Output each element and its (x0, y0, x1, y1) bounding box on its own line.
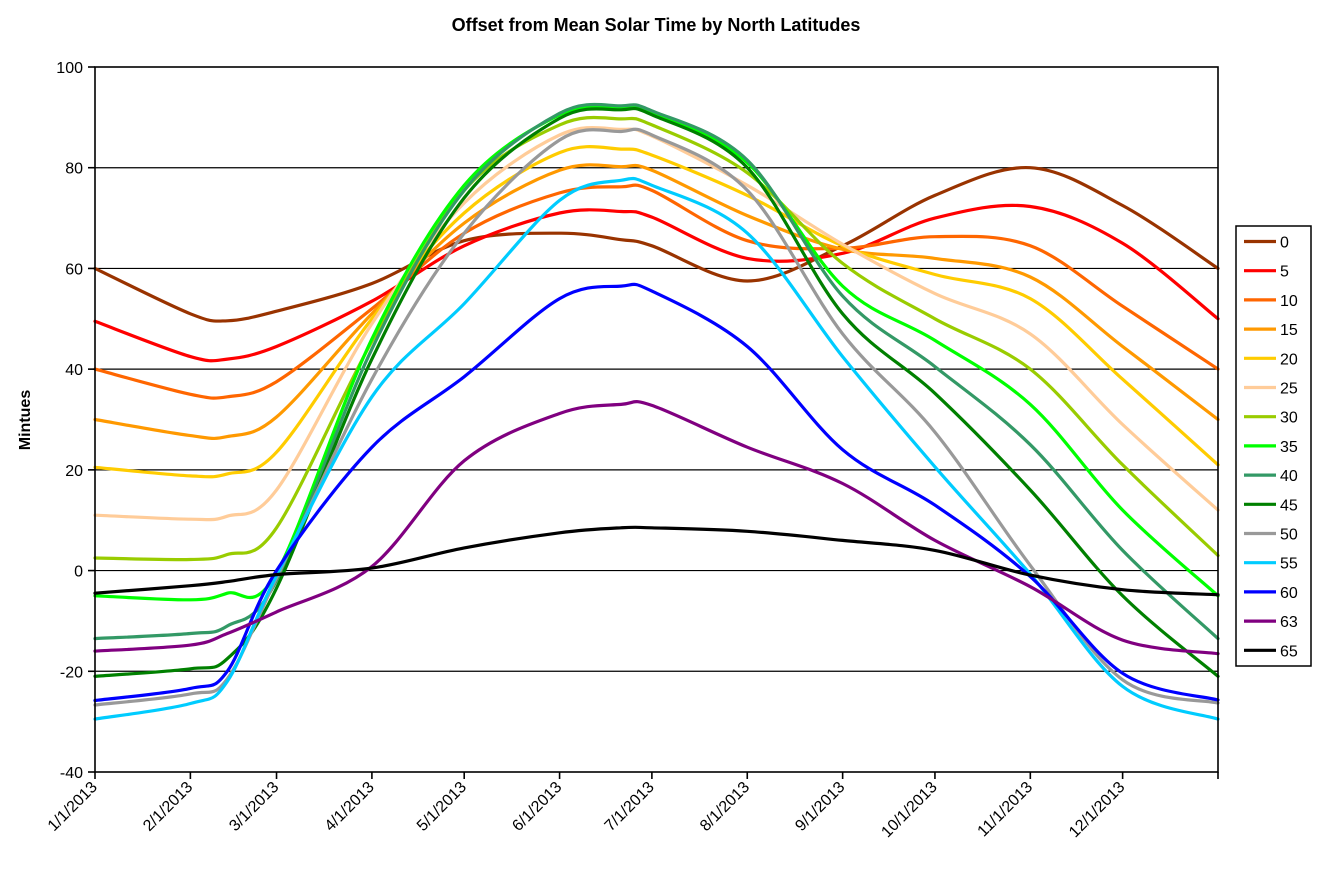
chart-title: Offset from Mean Solar Time by North Lat… (452, 15, 861, 35)
x-tick-label: 1/1/2013 (45, 779, 101, 835)
x-tick-label: 12/1/2013 (1066, 779, 1128, 841)
x-tick-label: 4/1/2013 (322, 779, 378, 835)
legend-label: 60 (1280, 585, 1298, 602)
x-axis-ticks: 1/1/2013 2/1/2013 3/1/2013 4/1/2013 5/1/2013… (45, 772, 1219, 841)
legend-label: 10 (1280, 293, 1298, 310)
legend-item: 35 (1244, 439, 1298, 456)
series-line-lat-63 (93, 400, 1220, 656)
y-tick-label: 60 (65, 261, 83, 278)
legend-item: 10 (1244, 293, 1298, 310)
y-axis-title: Mintues (17, 390, 34, 451)
legend-label: 20 (1280, 351, 1298, 368)
x-tick-label: 7/1/2013 (602, 779, 658, 835)
series-line-lat-25 (93, 125, 1220, 522)
legend-label: 40 (1280, 468, 1298, 485)
legend-item: 63 (1244, 614, 1298, 631)
series-line-lat-10 (93, 183, 1220, 400)
series-line-lat-30 (93, 115, 1220, 562)
series-line-lat-60 (93, 282, 1220, 703)
legend-item: 0 (1244, 235, 1289, 252)
series-line-lat-65 (93, 525, 1220, 597)
x-tick-label: 5/1/2013 (414, 779, 470, 835)
legend-label: 15 (1280, 322, 1298, 339)
series-lines (93, 102, 1220, 721)
x-tick-label: 11/1/2013 (975, 779, 1037, 841)
legend-item: 45 (1244, 497, 1298, 514)
series-line-lat-15 (93, 163, 1220, 441)
legend-item: 20 (1244, 351, 1298, 368)
series-line-lat-5 (93, 203, 1220, 363)
legend-item: 25 (1244, 381, 1298, 398)
series-line-lat-45 (93, 106, 1220, 678)
x-tick-label: 9/1/2013 (792, 779, 848, 835)
y-axis-ticks: 100 80 60 40 20 0 -20 -40 (56, 60, 95, 782)
y-tick-label: 20 (65, 463, 83, 480)
series-line-lat-55 (93, 176, 1220, 721)
y-tick-label: -40 (60, 765, 83, 782)
x-tick-label: 8/1/2013 (697, 779, 753, 835)
y-tick-label: -20 (60, 664, 83, 681)
y-tick-label: 80 (65, 161, 83, 178)
legend-label: 63 (1280, 614, 1298, 631)
series-line-lat-20 (93, 145, 1220, 479)
y-tick-label: 100 (56, 60, 83, 77)
legend-label: 55 (1280, 556, 1298, 573)
series-line-lat-0 (93, 166, 1220, 323)
legend: 0 5 10 15 20 25 30 35 40 45 50 55 60 63 65 (1235, 225, 1312, 667)
legend-item: 55 (1244, 556, 1298, 573)
legend-item: 50 (1244, 527, 1298, 544)
x-tick-label: 6/1/2013 (509, 779, 565, 835)
legend-label: 45 (1280, 497, 1298, 514)
legend-label: 50 (1280, 527, 1298, 544)
legend-item: 30 (1244, 410, 1298, 427)
legend-label: 0 (1280, 235, 1289, 252)
y-tick-label: 40 (65, 362, 83, 379)
legend-label: 35 (1280, 439, 1298, 456)
x-tick-label: 3/1/2013 (226, 779, 282, 835)
legend-label: 25 (1280, 381, 1298, 398)
legend-item: 5 (1244, 264, 1289, 281)
legend-item: 65 (1244, 643, 1298, 660)
x-tick-label: 2/1/2013 (140, 779, 196, 835)
legend-item: 15 (1244, 322, 1298, 339)
legend-label: 5 (1280, 264, 1289, 281)
series-line-lat-40 (93, 102, 1220, 641)
plot-frame (94, 66, 1219, 773)
legend-item: 40 (1244, 468, 1298, 485)
x-tick-label: 10/1/2013 (878, 779, 940, 841)
y-tick-label: 0 (74, 564, 83, 581)
legend-item: 60 (1244, 585, 1298, 602)
legend-label: 30 (1280, 410, 1298, 427)
plot-border (94, 66, 1219, 773)
legend-label: 65 (1280, 643, 1298, 660)
